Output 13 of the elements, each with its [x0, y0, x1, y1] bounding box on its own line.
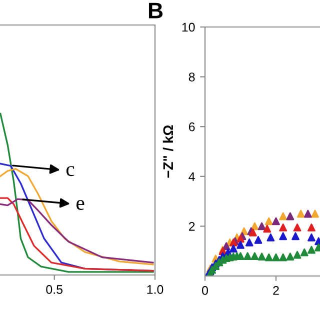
y-axis-title: −Z" / kΩ — [162, 125, 174, 178]
y-tick-label: 4 — [188, 172, 195, 181]
annotation: e — [76, 200, 84, 210]
x-tick-label: 1.0 — [147, 285, 164, 294]
x-tick-label: 2 — [273, 286, 279, 295]
y-tick-label: 2 — [188, 222, 195, 231]
annotation: c — [66, 166, 74, 176]
y-tick-label: 8 — [188, 72, 195, 82]
y-tick-label: 6 — [188, 122, 195, 132]
x-tick-label: 0 — [202, 286, 208, 295]
chart-title: B — [148, 2, 163, 18]
y-tick-label: 10 — [182, 22, 195, 32]
x-tick-label: 0.5 — [46, 285, 63, 294]
